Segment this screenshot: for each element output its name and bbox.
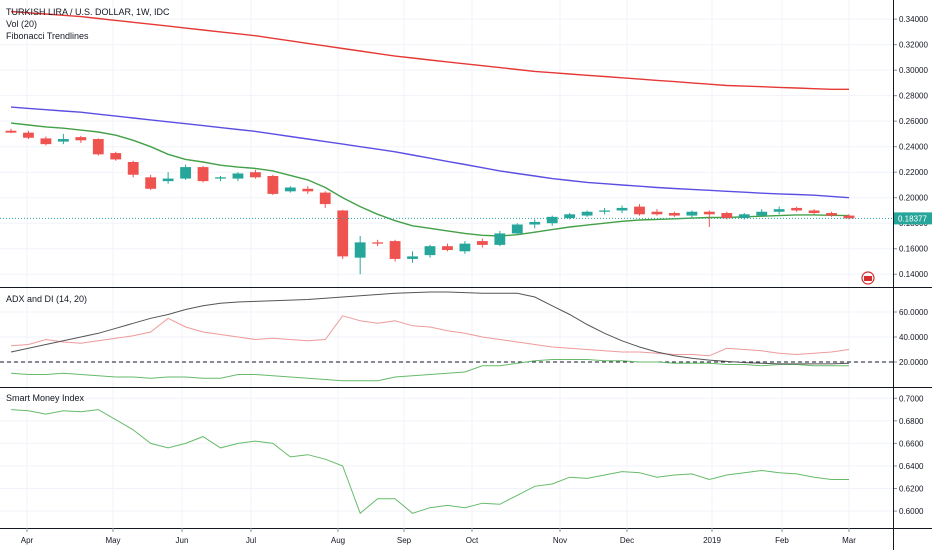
- candle-body: [476, 241, 488, 245]
- candle-body: [616, 207, 628, 211]
- y-tick-label: 0.32000: [899, 41, 928, 50]
- y-tick-label: 0.6200: [899, 485, 924, 494]
- candle-body: [529, 221, 541, 225]
- y-tick-label: 0.24000: [899, 143, 928, 152]
- y-tick-label: 0.6400: [899, 462, 924, 471]
- candle-body: [337, 210, 349, 257]
- y-tick-label: 0.26000: [899, 117, 928, 126]
- candle-body: [145, 177, 157, 189]
- candle-body: [284, 187, 296, 192]
- x-tick-label: May: [105, 536, 120, 545]
- di-plus-line: [10, 359, 849, 382]
- x-tick-label: Dec: [620, 536, 634, 545]
- candle-body: [511, 224, 523, 234]
- indicator-fib[interactable]: Fibonacci Trendlines: [6, 31, 89, 41]
- candle-body: [319, 192, 331, 205]
- candle-body: [791, 207, 803, 211]
- x-tick-label: Mar: [842, 536, 856, 545]
- candle-body: [267, 176, 279, 194]
- candle-body: [372, 242, 384, 244]
- candle-body: [843, 215, 855, 219]
- smi-pane-title: Smart Money Index: [6, 393, 85, 403]
- candle-body: [127, 161, 139, 175]
- candle-body: [354, 242, 366, 258]
- candle-body: [75, 137, 87, 141]
- candle-body: [407, 256, 418, 259]
- candle-body: [808, 210, 820, 214]
- x-tick-label: Apr: [21, 536, 34, 545]
- candle-body: [162, 178, 174, 182]
- candle-body: [215, 177, 226, 179]
- candle-body: [581, 211, 593, 216]
- candle-body: [302, 188, 314, 192]
- candle-body: [232, 173, 244, 179]
- symbol-title[interactable]: TURKISH LIRA / U.S. DOLLAR, 1W, IDC: [6, 7, 170, 17]
- y-tick-label: 0.6600: [899, 439, 924, 448]
- y-tick-label: 60.0000: [899, 308, 928, 317]
- candle-body: [40, 138, 52, 145]
- y-tick-label: 40.0000: [899, 333, 928, 342]
- indicator-vol[interactable]: Vol (20): [6, 19, 38, 29]
- candle-body: [599, 210, 610, 212]
- y-tick-label: 20.0000: [899, 358, 928, 367]
- chart-legend: TURKISH LIRA / U.S. DOLLAR, 1W, IDC Vol …: [6, 6, 170, 42]
- y-tick-label: 0.20000: [899, 194, 928, 203]
- x-tick-label: Jul: [246, 536, 256, 545]
- candle-body: [424, 246, 436, 256]
- candle-body: [756, 211, 768, 216]
- adx-pane-title: ADX and DI (14, 20): [6, 294, 87, 304]
- candle-body: [634, 206, 645, 215]
- candle-body: [459, 243, 471, 252]
- candle-body: [773, 209, 785, 212]
- candle-body: [57, 139, 69, 142]
- ma-long-line: [10, 10, 849, 91]
- y-tick-label: 0.22000: [899, 168, 928, 177]
- x-tick-label: Feb: [775, 536, 789, 545]
- x-tick-label: Jun: [176, 536, 189, 545]
- candle-body: [738, 214, 750, 219]
- x-tick-label: Sep: [397, 536, 412, 545]
- candle-body: [686, 211, 698, 216]
- candle-body: [23, 132, 34, 138]
- y-tick-label: 0.6800: [899, 417, 924, 426]
- adx-line: [10, 291, 850, 365]
- y-tick-label: 0.7000: [899, 394, 924, 403]
- candle-body: [110, 153, 122, 160]
- price-badge-box: [894, 212, 932, 225]
- candle-body: [442, 246, 453, 251]
- candle-body: [826, 213, 837, 216]
- candle-body: [703, 211, 715, 215]
- y-tick-label: 0.30000: [899, 66, 928, 75]
- x-tick-label: 2019: [703, 536, 721, 545]
- price-badge-text: 0.18377: [898, 214, 927, 223]
- x-tick-label: Nov: [553, 536, 567, 545]
- candle-body: [651, 211, 663, 215]
- y-tick-label: 0.16000: [899, 245, 928, 254]
- candle-body: [197, 167, 209, 182]
- x-tick-label: Aug: [331, 536, 345, 545]
- y-tick-label: 0.34000: [899, 15, 928, 24]
- y-tick-label: 0.14000: [899, 270, 928, 279]
- candle-body: [494, 233, 506, 245]
- y-tick-label: 0.6000: [899, 507, 924, 516]
- candle-body: [721, 213, 733, 219]
- candle-body: [669, 213, 680, 216]
- candle-body: [180, 167, 191, 179]
- candle-body: [546, 216, 558, 224]
- x-tick-label: Oct: [466, 536, 479, 545]
- candle-body: [5, 130, 17, 133]
- y-tick-label: 0.28000: [899, 92, 928, 101]
- di-minus-line: [10, 315, 850, 357]
- candle-body: [250, 172, 261, 178]
- smi-line: [10, 409, 849, 515]
- candle-body: [564, 214, 576, 219]
- candle-body: [92, 139, 104, 155]
- ma-mid-line: [10, 106, 850, 199]
- earnings-flag-icon-fill: [864, 276, 872, 281]
- candle-body: [389, 241, 401, 259]
